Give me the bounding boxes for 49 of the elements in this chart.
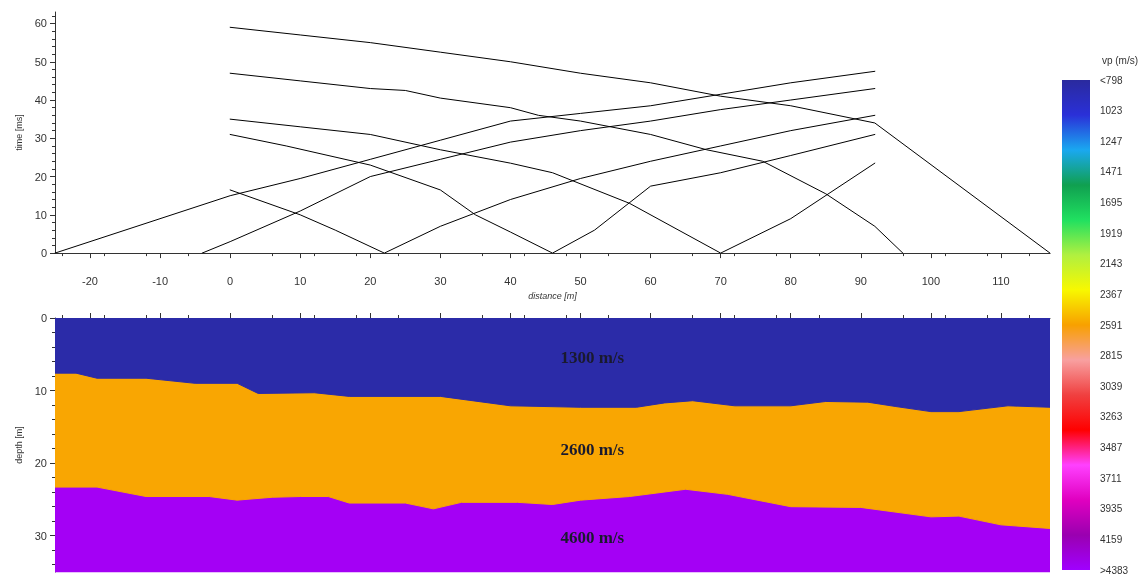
color-bar-label: 3711	[1100, 472, 1122, 484]
color-bar-label: 2367	[1100, 288, 1123, 300]
color-bar-label: 3487	[1100, 442, 1123, 454]
y-tick-label: 0	[40, 247, 47, 260]
color-bar-label: 3263	[1100, 411, 1123, 423]
color-bar-label: 1023	[1100, 105, 1123, 117]
x-axis-title: distance [m]	[528, 290, 578, 301]
y-tick-label: 50	[34, 55, 47, 68]
color-bar-title: vp (m/s)	[1101, 54, 1138, 66]
annotation: 4600 m/s	[560, 527, 625, 547]
color-bar-label: 2815	[1100, 350, 1123, 362]
x-tick-label: 10	[294, 274, 307, 287]
color-bar-label: 1471	[1100, 166, 1123, 178]
color-bar-label: 2143	[1100, 258, 1123, 270]
x-tick-label: -20	[82, 274, 98, 287]
x-tick-label: 0	[227, 274, 234, 287]
x-tick-label: 60	[644, 274, 657, 287]
y-tick-label: 30	[34, 132, 47, 145]
y-axis-title: depth [m]	[14, 426, 25, 464]
y-tick-label: 10	[34, 208, 47, 221]
y-tick-label: 30	[34, 529, 47, 542]
x-tick-label: 90	[854, 274, 867, 287]
y-tick-label: 10	[34, 384, 47, 397]
y-tick-label: 40	[34, 94, 47, 107]
color-bar-label: 1919	[1100, 227, 1123, 239]
y-tick-label: 20	[34, 170, 47, 183]
y-axis-title: time [ms]	[14, 114, 25, 151]
annotation: 1300 m/s	[560, 348, 625, 368]
y-tick-label: 20	[34, 457, 47, 470]
color-bar-label: 1247	[1100, 135, 1123, 147]
x-tick-label: 40	[504, 274, 517, 287]
y-tick-label: 60	[34, 17, 47, 30]
color-bar-label: 3935	[1100, 503, 1123, 515]
x-tick-label: 20	[364, 274, 377, 287]
x-tick-label: 110	[992, 274, 1010, 287]
y-tick-label: 0	[40, 312, 47, 324]
x-tick-label: -10	[152, 274, 169, 287]
color-bar-label: >4383	[1100, 564, 1129, 576]
x-tick-label: 50	[574, 274, 587, 287]
color-bar-label: <798	[1100, 74, 1123, 86]
x-tick-label: 100	[921, 274, 941, 287]
color-bar-label: 2591	[1100, 319, 1123, 331]
color-bar-label: 3039	[1100, 380, 1123, 392]
x-tick-label: 80	[784, 274, 797, 287]
x-tick-label: 70	[714, 274, 727, 287]
color-bar-label: 1695	[1100, 197, 1123, 209]
x-tick-label: 30	[434, 274, 447, 287]
annotation: 2600 m/s	[560, 440, 625, 460]
color-bar-label: 4159	[1100, 533, 1123, 545]
